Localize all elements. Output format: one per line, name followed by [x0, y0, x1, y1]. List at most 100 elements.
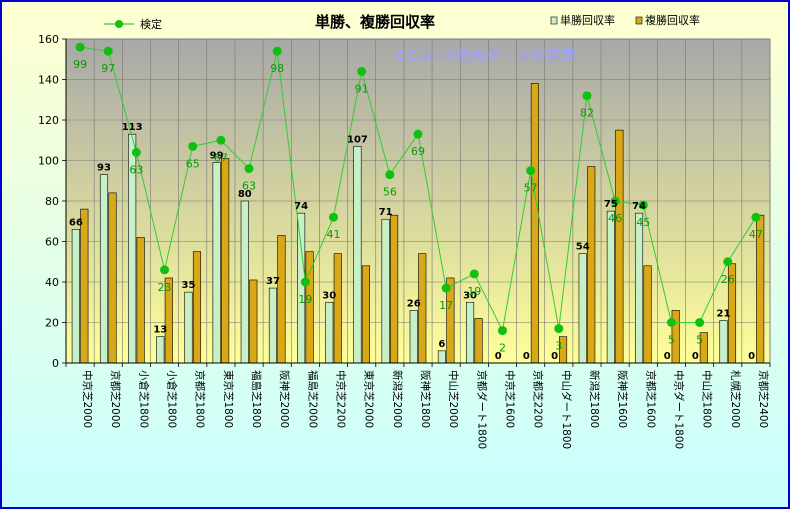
- bar-fukusho: [305, 251, 314, 364]
- x-tick-label: 阪神芝2000: [278, 370, 291, 428]
- bar-tansho: [353, 146, 362, 364]
- x-tick-label: 京都芝2400: [757, 370, 770, 428]
- bar-tansho: [578, 253, 587, 364]
- bar-tansho-label: 66: [69, 217, 83, 228]
- bar-fukusho: [221, 158, 230, 364]
- kentei-point: [188, 141, 198, 151]
- y-tick-label: 120: [38, 114, 59, 127]
- kentei-label: 56: [383, 186, 397, 199]
- x-tick-label: 中山ダート1800: [560, 370, 573, 449]
- kentei-label: 98: [270, 62, 284, 75]
- kentei-label: 19: [467, 285, 481, 298]
- line-layer: [75, 42, 761, 336]
- kentei-label: 41: [327, 228, 341, 241]
- bar-tansho-label: 80: [238, 189, 252, 200]
- legend-bar1-swatch: [550, 16, 558, 25]
- bar-fukusho: [587, 166, 596, 364]
- bar-tansho-label: 0: [523, 351, 530, 362]
- x-tick-label: 阪神芝1800: [419, 370, 432, 428]
- bar-fukusho: [108, 192, 117, 364]
- kentei-point: [638, 200, 648, 210]
- bar-tansho: [719, 320, 728, 364]
- kentei-point: [244, 164, 254, 174]
- x-tick-label: 京都芝1600: [644, 370, 657, 428]
- kentei-point: [751, 212, 761, 222]
- x-tick-label: 東京芝2000: [363, 370, 376, 428]
- bar-fukusho: [277, 235, 286, 364]
- y-tick-label: 0: [52, 357, 59, 370]
- x-tick-label: 中京芝1600: [503, 370, 516, 428]
- kentei-label: 67: [214, 151, 228, 164]
- kentei-label: 82: [580, 107, 594, 120]
- kentei-label: 26: [721, 273, 735, 286]
- kentei-point: [385, 170, 395, 180]
- bar-fukusho: [333, 253, 342, 364]
- x-tick-label: 京都ダート1800: [475, 370, 488, 449]
- bar-tansho-label: 35: [182, 280, 196, 291]
- kentei-label: 3: [555, 340, 562, 353]
- bar-tansho-label: 21: [717, 308, 731, 319]
- bar-tansho-label: 0: [692, 351, 699, 362]
- bar-tansho-label: 37: [266, 276, 280, 287]
- kentei-label: 5: [696, 334, 703, 347]
- bar-tansho-label: 74: [294, 201, 308, 212]
- y-tick-label: 160: [38, 33, 59, 46]
- kentei-point: [272, 46, 282, 56]
- y-tick-label: 80: [45, 195, 59, 208]
- legend-line-label: 検定: [140, 17, 162, 31]
- bar-tansho-label: 26: [407, 298, 421, 309]
- bar-tansho: [325, 301, 334, 364]
- x-tick-label: 中山芝1800: [701, 370, 714, 428]
- x-tick-label: 新潟芝1800: [588, 370, 601, 428]
- kentei-label: 63: [242, 180, 256, 193]
- kentei-label: 69: [411, 145, 425, 158]
- y-tick-label: 140: [38, 74, 59, 87]
- bar-fukusho: [249, 279, 258, 364]
- bar-tansho: [634, 212, 644, 364]
- bars-layer: [71, 83, 765, 364]
- bar-tansho: [297, 212, 306, 364]
- bar-tansho-label: 0: [748, 351, 755, 362]
- bar-tansho: [240, 200, 249, 364]
- kentei-point: [441, 283, 451, 293]
- bar-tansho-label: 75: [604, 199, 618, 210]
- bar-tansho-label: 6: [438, 339, 445, 350]
- bar-tansho: [184, 291, 193, 364]
- bar-fukusho: [530, 83, 539, 364]
- bar-tansho: [99, 174, 109, 364]
- chart-title: 単勝、複勝回収率: [315, 13, 435, 31]
- kentei-label: 65: [186, 157, 200, 170]
- bar-tansho: [71, 229, 80, 364]
- kentei-label: 99: [73, 58, 87, 71]
- kentei-point: [131, 147, 141, 157]
- bar-fukusho: [474, 318, 483, 364]
- chart-watermark: ©Caniの競馬データ研究室: [393, 47, 576, 65]
- bar-tansho-label: 74: [632, 201, 646, 212]
- kentei-point: [610, 196, 620, 206]
- x-tick-label: 京都芝1800: [194, 370, 207, 428]
- kentei-label: 45: [636, 216, 650, 229]
- bar-tansho: [381, 218, 390, 364]
- x-tick-label: 京都芝2000: [109, 370, 122, 428]
- bar-tansho-label: 107: [347, 134, 368, 145]
- bar-fukusho: [615, 129, 624, 364]
- x-tick-label: 福島芝1800: [250, 370, 263, 428]
- y-tick-label: 60: [45, 236, 59, 249]
- kentei-label: 2: [499, 342, 506, 355]
- bar-fukusho: [390, 214, 399, 364]
- kentei-point: [582, 91, 592, 101]
- kentei-label: 57: [524, 182, 538, 195]
- x-tick-label: 小倉芝1800: [166, 370, 179, 428]
- bar-fukusho: [136, 237, 145, 364]
- x-tick-label: 中京ダート1800: [672, 370, 685, 449]
- bar-tansho: [156, 336, 165, 364]
- kentei-label: 63: [129, 163, 143, 176]
- bar-fukusho: [192, 251, 202, 364]
- bar-tansho: [437, 350, 446, 364]
- kentei-label: 23: [158, 281, 172, 294]
- x-tick-label: 京都芝2200: [532, 370, 545, 428]
- kentei-point: [666, 318, 676, 327]
- x-tick-label: 新潟芝2000: [391, 370, 404, 428]
- kentei-label: 46: [608, 212, 622, 225]
